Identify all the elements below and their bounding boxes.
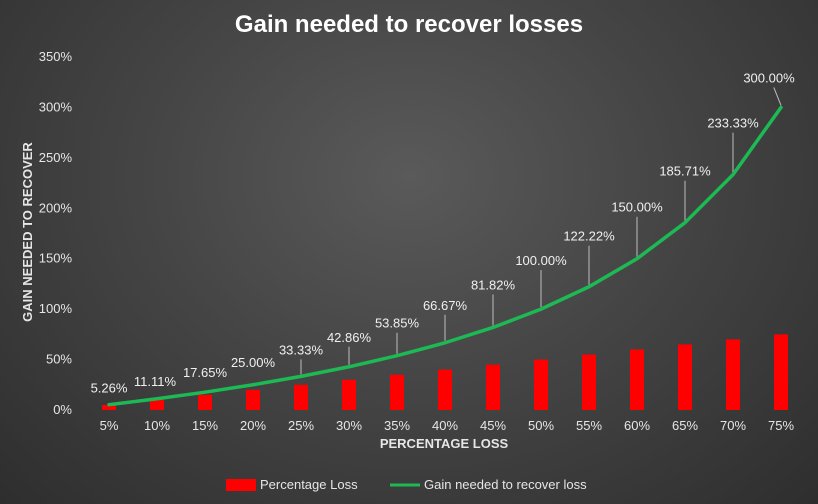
bar xyxy=(390,374,404,410)
bar xyxy=(246,389,260,410)
bar xyxy=(102,404,116,410)
legend: Percentage Loss Gain needed to recover l… xyxy=(226,477,587,492)
line-data-label: 150.00% xyxy=(611,200,663,215)
leader-lines xyxy=(300,87,782,375)
bar xyxy=(630,349,644,410)
x-axis-ticks: 5% 10% 15% 20% 25% 30% 35% 40% 45% 50% 55% 60% 65% 70… xyxy=(100,418,795,433)
bar xyxy=(438,369,452,410)
line-data-label: 100.00% xyxy=(515,253,567,268)
line-data-label: 233.33% xyxy=(707,116,759,131)
bar xyxy=(582,354,596,410)
y-tick-label: 50% xyxy=(46,352,72,367)
line-data-label: 11.11% xyxy=(134,374,177,389)
legend-swatch-bar xyxy=(226,479,256,491)
y-tick-label: 250% xyxy=(39,150,73,165)
y-tick-label: 0% xyxy=(53,402,72,417)
x-tick-label: 45% xyxy=(480,418,506,433)
x-tick-label: 40% xyxy=(432,418,458,433)
legend-label-bar: Percentage Loss xyxy=(260,477,358,492)
line-data-label: 53.85% xyxy=(375,316,420,331)
bar xyxy=(198,394,212,410)
line-data-labels: 5.26% 11.11% 17.65%25.00%33.33%42.86%53.85… xyxy=(91,70,796,395)
line-data-label: 25.00% xyxy=(231,355,276,370)
y-tick-label: 300% xyxy=(39,99,73,114)
x-tick-label: 15% xyxy=(192,418,218,433)
x-tick-label: 35% xyxy=(384,418,410,433)
x-tick-label: 70% xyxy=(720,418,746,433)
y-axis-ticks: 0% 50% 100% 150% 200% 250% 300% 350% xyxy=(39,49,73,417)
y-tick-label: 200% xyxy=(39,200,73,215)
bar xyxy=(486,364,500,410)
y-tick-label: 150% xyxy=(39,251,73,266)
bar xyxy=(726,339,740,410)
chart-title: Gain needed to recover losses xyxy=(235,11,583,38)
line-data-label: 81.82% xyxy=(471,277,516,292)
x-tick-label: 25% xyxy=(288,418,314,433)
leader-line xyxy=(773,87,782,106)
bar xyxy=(678,344,692,410)
bar xyxy=(534,359,548,410)
x-tick-label: 5% xyxy=(100,418,119,433)
bar xyxy=(342,379,356,410)
line-data-label: 17.65% xyxy=(183,365,228,380)
y-axis-label: GAIN NEEDED TO RECOVER xyxy=(20,142,35,322)
line-data-label: 42.86% xyxy=(327,330,372,345)
bar xyxy=(774,334,788,410)
y-tick-label: 350% xyxy=(39,49,73,64)
bar-series xyxy=(102,334,788,410)
x-tick-label: 30% xyxy=(336,418,362,433)
line-data-label: 300.00% xyxy=(743,70,795,85)
line-data-label: 5.26% xyxy=(91,381,128,396)
x-tick-label: 10% xyxy=(144,418,170,433)
line-data-label: 33.33% xyxy=(279,342,324,357)
x-tick-label: 55% xyxy=(576,418,602,433)
x-tick-label: 60% xyxy=(624,418,650,433)
y-tick-label: 100% xyxy=(39,301,73,316)
bar xyxy=(150,399,164,410)
legend-label-line: Gain needed to recover loss xyxy=(424,477,587,492)
x-axis-label: PERCENTAGE LOSS xyxy=(380,436,509,451)
x-tick-label: 50% xyxy=(528,418,554,433)
x-tick-label: 20% xyxy=(240,418,266,433)
line-data-label: 185.71% xyxy=(659,164,711,179)
line-data-label: 122.22% xyxy=(563,229,615,244)
line-series xyxy=(107,105,783,407)
bar xyxy=(294,384,308,410)
x-tick-label: 75% xyxy=(768,418,794,433)
line-data-label: 66.67% xyxy=(423,298,468,313)
x-tick-label: 65% xyxy=(672,418,698,433)
